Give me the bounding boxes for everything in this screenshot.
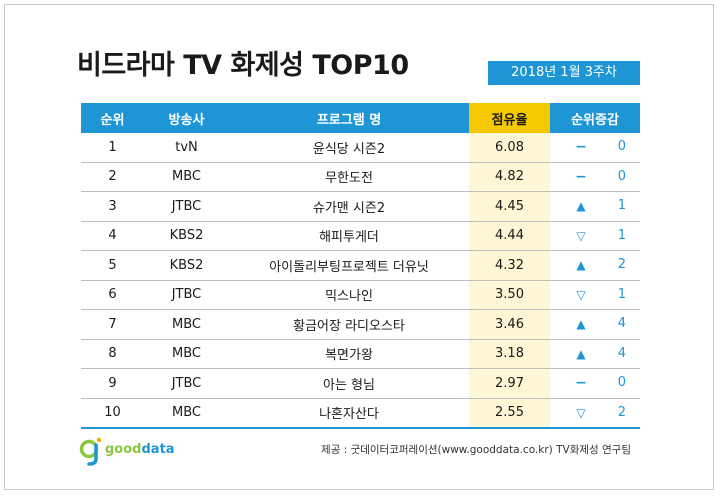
table-row: 9 JTBC 아는 형님 2.97−0: [81, 368, 640, 399]
channel-cell: KBS2: [144, 250, 229, 281]
header-rank: 순위: [81, 103, 144, 133]
rank-cell: 1: [81, 133, 144, 163]
date-badge: 2018년 1월 3주차: [488, 61, 640, 85]
program-cell: 나혼자산다: [229, 398, 469, 429]
logo-good-text: good: [105, 442, 142, 457]
rank-cell: 3: [81, 191, 144, 222]
rank-change-cell: ▽ 1: [550, 280, 640, 310]
share-cell: 4.32: [469, 250, 550, 281]
header-program: 프로그램 명: [229, 103, 469, 133]
rank-cell: 7: [81, 309, 144, 340]
rank-change-value: 1: [617, 286, 626, 302]
table-row: 2 MBC 무한도전 4.82−0: [81, 162, 640, 192]
rank-cell: 9: [81, 368, 144, 399]
infographic-frame: 비드라마 TV 화제성 TOP10 2018년 1월 3주차 순위 방송사 프로…: [4, 4, 714, 490]
table-row: 10 MBC 나혼자산다 2.55 ▽ 2: [81, 398, 640, 429]
gooddata-logo-icon: [79, 437, 102, 466]
channel-cell: MBC: [144, 309, 229, 340]
rank-cell: 10: [81, 398, 144, 429]
channel-cell: JTBC: [144, 191, 229, 222]
rank-down-icon: ▽: [576, 287, 586, 302]
channel-cell: tvN: [144, 133, 229, 163]
program-cell: 해피투게더: [229, 221, 469, 251]
rank-change-cell: ▲ 1: [550, 191, 640, 222]
share-cell: 2.55: [469, 398, 550, 429]
rank-cell: 2: [81, 162, 144, 192]
share-cell: 6.08: [469, 133, 550, 163]
source-note: 제공 : 굿데이터코퍼레이션(www.gooddata.co.kr) TV화제성…: [321, 444, 631, 456]
share-cell: 2.97: [469, 368, 550, 399]
rank-change-value: 0: [617, 375, 626, 390]
rank-same-icon: −: [575, 139, 587, 155]
rank-cell: 4: [81, 221, 144, 251]
ranking-table: 순위 방송사 프로그램 명 점유율 순위증감 1 tvN 윤식당 시즌2 6.08−0…: [81, 103, 640, 429]
program-cell: 아는 형님: [229, 368, 469, 399]
share-cell: 3.18: [469, 339, 550, 369]
program-cell: 무한도전: [229, 162, 469, 192]
share-cell: 3.46: [469, 309, 550, 340]
header-change: 순위증감: [550, 103, 640, 133]
channel-cell: MBC: [144, 398, 229, 429]
header-share: 점유율: [469, 103, 550, 133]
rank-change-value: 4: [617, 316, 626, 331]
rank-change-value: 0: [617, 139, 626, 154]
table-row: 5 KBS2 아이돌리부팅프로젝트 더유닛 4.32 ▲ 2: [81, 250, 640, 281]
table-row: 6 JTBC 믹스나인 3.50 ▽ 1: [81, 280, 640, 310]
channel-cell: JTBC: [144, 368, 229, 399]
rank-change-value: 1: [617, 198, 626, 213]
table-row: 8 MBC 복면가왕 3.18 ▲ 4: [81, 339, 640, 369]
rank-change-value: 2: [617, 257, 626, 272]
table-row: 3 JTBC 슈가맨 시즌2 4.45 ▲ 1: [81, 191, 640, 222]
rank-same-icon: −: [575, 168, 587, 185]
rank-change-value: 4: [617, 345, 626, 361]
share-cell: 4.82: [469, 162, 550, 192]
rank-change-value: 1: [617, 227, 626, 243]
header-channel: 방송사: [144, 103, 229, 133]
rank-change-cell: ▽ 1: [550, 221, 640, 251]
program-cell: 믹스나인: [229, 280, 469, 310]
table-header-row: 순위 방송사 프로그램 명 점유율 순위증감: [81, 103, 640, 133]
rank-change-cell: ▲ 2: [550, 250, 640, 281]
chart-title: 비드라마 TV 화제성 TOP10: [77, 50, 409, 81]
rank-change-cell: ▲ 4: [550, 339, 640, 369]
program-cell: 복면가왕: [229, 339, 469, 369]
rank-cell: 8: [81, 339, 144, 369]
gooddata-logo-text: gooddata: [105, 442, 175, 457]
rank-change-value: 0: [617, 168, 626, 184]
share-cell: 4.45: [469, 191, 550, 222]
rank-up-icon: ▲: [576, 258, 586, 272]
channel-cell: MBC: [144, 339, 229, 369]
rank-change-cell: −0: [550, 162, 640, 192]
rank-cell: 5: [81, 250, 144, 281]
share-cell: 3.50: [469, 280, 550, 310]
rank-change-cell: −0: [550, 368, 640, 399]
rank-up-icon: ▲: [576, 199, 586, 213]
table-row: 7 MBC 황금어장 라디오스타 3.46 ▲ 4: [81, 309, 640, 340]
channel-cell: MBC: [144, 162, 229, 192]
rank-up-icon: ▲: [576, 346, 586, 361]
table-row: 4 KBS2 해피투게더 4.44 ▽ 1: [81, 221, 640, 251]
program-cell: 윤식당 시즌2: [229, 133, 469, 163]
program-cell: 슈가맨 시즌2: [229, 191, 469, 222]
rank-up-icon: ▲: [576, 317, 586, 331]
channel-cell: KBS2: [144, 221, 229, 251]
rank-same-icon: −: [575, 375, 587, 391]
rank-change-cell: −0: [550, 133, 640, 163]
program-cell: 황금어장 라디오스타: [229, 309, 469, 340]
rank-down-icon: ▽: [576, 405, 586, 420]
rank-change-cell: ▽ 2: [550, 398, 640, 429]
program-cell: 아이돌리부팅프로젝트 더유닛: [229, 250, 469, 281]
gooddata-logo: gooddata: [77, 433, 187, 467]
rank-change-cell: ▲ 4: [550, 309, 640, 340]
channel-cell: JTBC: [144, 280, 229, 310]
rank-down-icon: ▽: [576, 228, 586, 243]
rank-cell: 6: [81, 280, 144, 310]
table-body: 1 tvN 윤식당 시즌2 6.08−0 2 MBC 무한도전 4.82−0 3 JTBC 슈가맨 …: [81, 133, 640, 429]
rank-change-value: 2: [617, 404, 626, 420]
share-cell: 4.44: [469, 221, 550, 251]
table-row: 1 tvN 윤식당 시즌2 6.08−0: [81, 133, 640, 163]
logo-data-text: data: [141, 442, 175, 457]
